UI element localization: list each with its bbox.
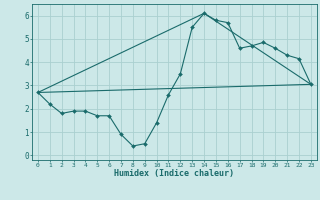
X-axis label: Humidex (Indice chaleur): Humidex (Indice chaleur) [115, 169, 234, 178]
